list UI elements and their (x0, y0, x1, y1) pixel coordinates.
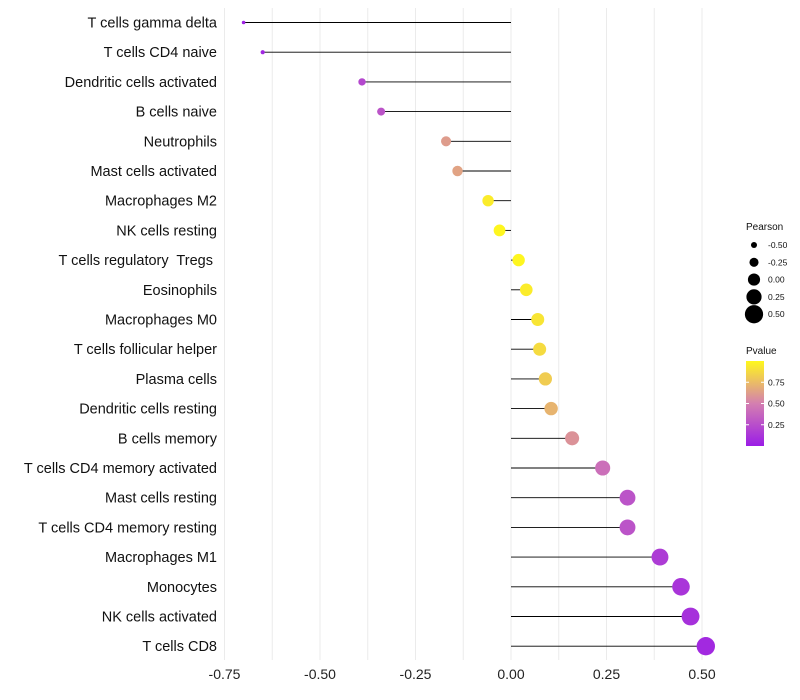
lollipop-point (619, 489, 636, 506)
legend-size-label: -0.25 (768, 257, 788, 267)
legend-color-label: 0.75 (768, 377, 785, 387)
lollipop-point (533, 342, 547, 356)
lollipop-point (512, 253, 525, 267)
lollipop-point (493, 224, 506, 237)
x-tick-label: 0.00 (497, 666, 524, 682)
lollipop-point (241, 20, 246, 25)
category-label: NK cells activated (102, 610, 217, 626)
category-label: T cells follicular helper (74, 342, 217, 358)
legend-pvalue-title: Pvalue (746, 346, 777, 357)
category-labels: T cells gamma delta T cells CD4 naive Dend… (24, 16, 218, 656)
lollipop-point (538, 372, 552, 386)
category-label: Monocytes (147, 580, 217, 596)
lollipop-point (595, 460, 611, 476)
legend-size-key (747, 273, 761, 286)
x-axis-ticks: -0.75 -0.50 -0.25 0.00 0.25 0.50 (209, 666, 716, 682)
category-label: B cells naive (136, 105, 217, 121)
x-tick-label: 0.25 (593, 666, 620, 682)
category-label: T cells CD4 memory resting (38, 520, 217, 536)
lollipop-point (260, 50, 265, 55)
category-label: Eosinophils (143, 283, 217, 299)
lollipop-points (241, 20, 716, 656)
category-label: Macrophages M2 (105, 194, 217, 210)
category-label: Neutrophils (144, 134, 217, 150)
lollipop-point (544, 401, 558, 416)
x-tick-label: -0.25 (400, 666, 432, 682)
x-tick-label: 0.50 (688, 666, 715, 682)
lollipop-point (696, 637, 716, 656)
legend-size-label: 0.00 (768, 275, 785, 285)
lollipop-point (377, 107, 386, 116)
lollipop-point (482, 194, 494, 207)
category-label: Mast cells activated (90, 164, 217, 180)
legend-pearson-title: Pearson (746, 222, 783, 233)
category-label: T cells CD4 memory activated (24, 461, 217, 477)
category-label: Plasma cells (136, 372, 217, 388)
lollipop-point (672, 578, 690, 596)
category-label: NK cells resting (116, 223, 217, 239)
category-label: T cells gamma delta (88, 16, 218, 32)
category-label: B cells memory (118, 431, 218, 447)
legend-size-label: 0.50 (768, 309, 785, 319)
lollipop-stems (243, 22, 706, 647)
category-label: T cells regulatory Tregs (59, 253, 218, 269)
lollipop-point (452, 165, 463, 177)
legend-pearson: Pearson -0.50 -0.25 0.00 0.25 0.50 (744, 222, 788, 324)
legend-size-label: 0.25 (768, 292, 785, 302)
category-label: Macrophages M1 (105, 550, 217, 566)
x-tick-label: -0.50 (304, 666, 336, 682)
legend-size-label: -0.50 (768, 240, 788, 250)
lollipop-point (619, 519, 636, 536)
legend-size-key (750, 241, 758, 249)
category-label: T cells CD4 naive (104, 45, 217, 61)
lollipop-point (681, 607, 700, 626)
legend-size-key (746, 289, 762, 305)
pvalue-colorbar (746, 361, 764, 446)
category-label: Mast cells resting (105, 491, 217, 507)
category-label: Dendritic cells activated (65, 75, 217, 91)
grid-lines (224, 8, 703, 660)
lollipop-point (531, 313, 545, 326)
legend-color-label: 0.25 (768, 420, 785, 430)
x-tick-label: -0.75 (209, 666, 241, 682)
legend-size-key (749, 257, 759, 267)
lollipop-point (441, 136, 452, 147)
legend-pvalue: Pvalue 0.75 0.50 0.25 (746, 346, 785, 446)
legend-color-label: 0.50 (768, 399, 785, 409)
lollipop-point (519, 283, 533, 297)
legend-size-key (744, 305, 764, 324)
category-label: T cells CD8 (142, 639, 217, 655)
lollipop-point (358, 78, 366, 86)
category-label: Macrophages M0 (105, 313, 217, 329)
category-label: Dendritic cells resting (79, 402, 217, 418)
lollipop-point (651, 548, 669, 566)
lollipop-point (565, 431, 580, 446)
